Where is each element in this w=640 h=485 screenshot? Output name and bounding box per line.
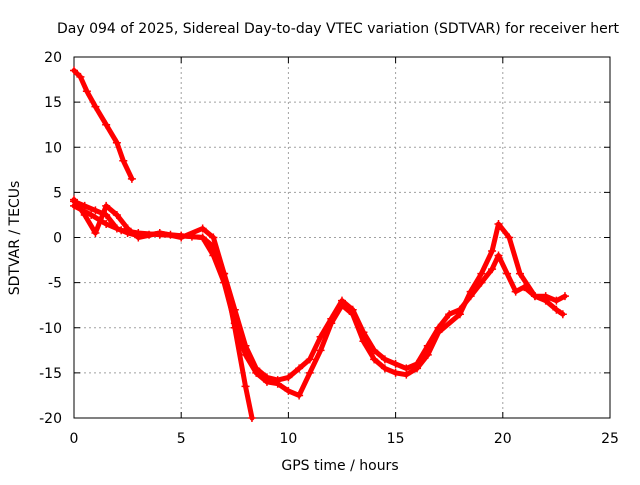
data-point-marker bbox=[102, 219, 111, 228]
x-tick-label: 20 bbox=[494, 431, 512, 447]
y-tick-label: -20 bbox=[39, 411, 62, 427]
data-point-marker bbox=[230, 323, 239, 332]
data-point-marker bbox=[209, 233, 218, 242]
data-point-marker bbox=[155, 228, 164, 237]
data-point-marker bbox=[220, 269, 229, 278]
y-tick-label: -5 bbox=[48, 276, 62, 292]
data-point-marker bbox=[327, 319, 336, 328]
data-point-marker bbox=[488, 265, 497, 274]
series-layer bbox=[70, 66, 569, 422]
x-axis-label: GPS time / hours bbox=[281, 458, 398, 474]
data-point-marker bbox=[305, 368, 314, 377]
y-tick-label: 0 bbox=[53, 231, 62, 247]
x-tick-label: 0 bbox=[70, 431, 79, 447]
data-point-marker bbox=[445, 310, 454, 319]
data-point-marker bbox=[413, 364, 422, 373]
data-point-marker bbox=[241, 350, 250, 359]
data-point-marker bbox=[262, 377, 271, 386]
data-point-marker bbox=[80, 201, 89, 210]
x-tick-label: 5 bbox=[177, 431, 186, 447]
data-point-marker bbox=[284, 386, 293, 395]
data-point-marker bbox=[380, 355, 389, 364]
data-point-marker bbox=[112, 210, 121, 219]
data-point-marker bbox=[127, 174, 136, 183]
data-point-marker bbox=[423, 350, 432, 359]
data-point-marker bbox=[391, 368, 400, 377]
data-point-marker bbox=[70, 195, 78, 204]
data-point-marker bbox=[466, 287, 475, 296]
data-point-marker bbox=[348, 310, 357, 319]
data-point-marker bbox=[91, 206, 100, 215]
series-track-a bbox=[70, 66, 136, 183]
data-point-marker bbox=[552, 305, 561, 314]
data-point-marker bbox=[82, 87, 91, 96]
data-point-marker bbox=[316, 332, 325, 341]
data-point-marker bbox=[338, 301, 346, 310]
y-tick-label: -15 bbox=[39, 366, 62, 382]
data-point-marker bbox=[273, 379, 282, 388]
data-point-marker bbox=[494, 219, 503, 228]
data-point-marker bbox=[91, 228, 100, 237]
y-tick-label: 15 bbox=[44, 95, 62, 111]
data-point-marker bbox=[70, 66, 78, 75]
data-point-marker bbox=[515, 269, 524, 278]
data-point-marker bbox=[198, 233, 207, 242]
grid-lines bbox=[74, 57, 610, 418]
data-point-marker bbox=[91, 102, 100, 111]
data-point-marker bbox=[198, 224, 207, 233]
data-point-marker bbox=[252, 368, 261, 377]
series-track-d bbox=[70, 195, 256, 422]
data-point-marker bbox=[505, 233, 514, 242]
x-tick-label: 15 bbox=[387, 431, 405, 447]
data-point-marker bbox=[455, 310, 464, 319]
data-point-marker bbox=[560, 292, 569, 301]
data-point-marker bbox=[552, 296, 561, 305]
data-point-marker bbox=[488, 247, 497, 256]
axis-ticks: 0 5 10 15 20 25 -20 -15 -10 -5 0 5 10 15 20 bbox=[39, 50, 619, 447]
data-point-marker bbox=[241, 382, 250, 391]
x-tick-label: 10 bbox=[279, 431, 297, 447]
data-point-marker bbox=[284, 373, 293, 382]
data-point-marker bbox=[511, 287, 520, 296]
data-point-marker bbox=[530, 292, 539, 301]
data-point-marker bbox=[117, 226, 126, 235]
data-point-marker bbox=[305, 355, 314, 364]
data-point-marker bbox=[477, 269, 486, 278]
y-axis-label: SDTVAR / TECUs bbox=[7, 181, 23, 296]
data-point-marker bbox=[380, 364, 389, 373]
data-point-marker bbox=[391, 359, 400, 368]
data-point-marker bbox=[359, 337, 368, 346]
data-point-marker bbox=[102, 120, 111, 129]
data-point-marker bbox=[247, 414, 256, 422]
x-tick-label: 25 bbox=[601, 431, 619, 447]
data-point-marker bbox=[295, 391, 304, 400]
data-point-marker bbox=[76, 72, 85, 81]
y-tick-label: -10 bbox=[39, 321, 62, 337]
data-point-marker bbox=[134, 233, 143, 242]
data-point-marker bbox=[102, 201, 111, 210]
data-point-marker bbox=[123, 224, 132, 233]
data-point-marker bbox=[295, 364, 304, 373]
data-point-marker bbox=[316, 346, 325, 355]
y-tick-label: 10 bbox=[44, 140, 62, 156]
chart-title: Day 094 of 2025, Sidereal Day-to-day VTE… bbox=[57, 21, 619, 37]
y-tick-label: 20 bbox=[44, 50, 62, 66]
y-tick-label: 5 bbox=[53, 185, 62, 201]
data-point-marker bbox=[402, 370, 411, 379]
data-point-marker bbox=[80, 210, 89, 219]
data-point-marker bbox=[434, 328, 443, 337]
data-point-marker bbox=[209, 251, 218, 260]
series-line bbox=[71, 68, 135, 182]
data-point-marker bbox=[112, 138, 121, 147]
data-point-marker bbox=[370, 355, 379, 364]
data-point-marker bbox=[494, 251, 503, 260]
data-point-marker bbox=[541, 296, 550, 305]
data-point-marker bbox=[177, 233, 186, 242]
data-point-marker bbox=[503, 269, 512, 278]
series-track-c bbox=[70, 201, 567, 400]
data-point-marker bbox=[558, 310, 567, 319]
data-point-marker bbox=[119, 156, 128, 165]
